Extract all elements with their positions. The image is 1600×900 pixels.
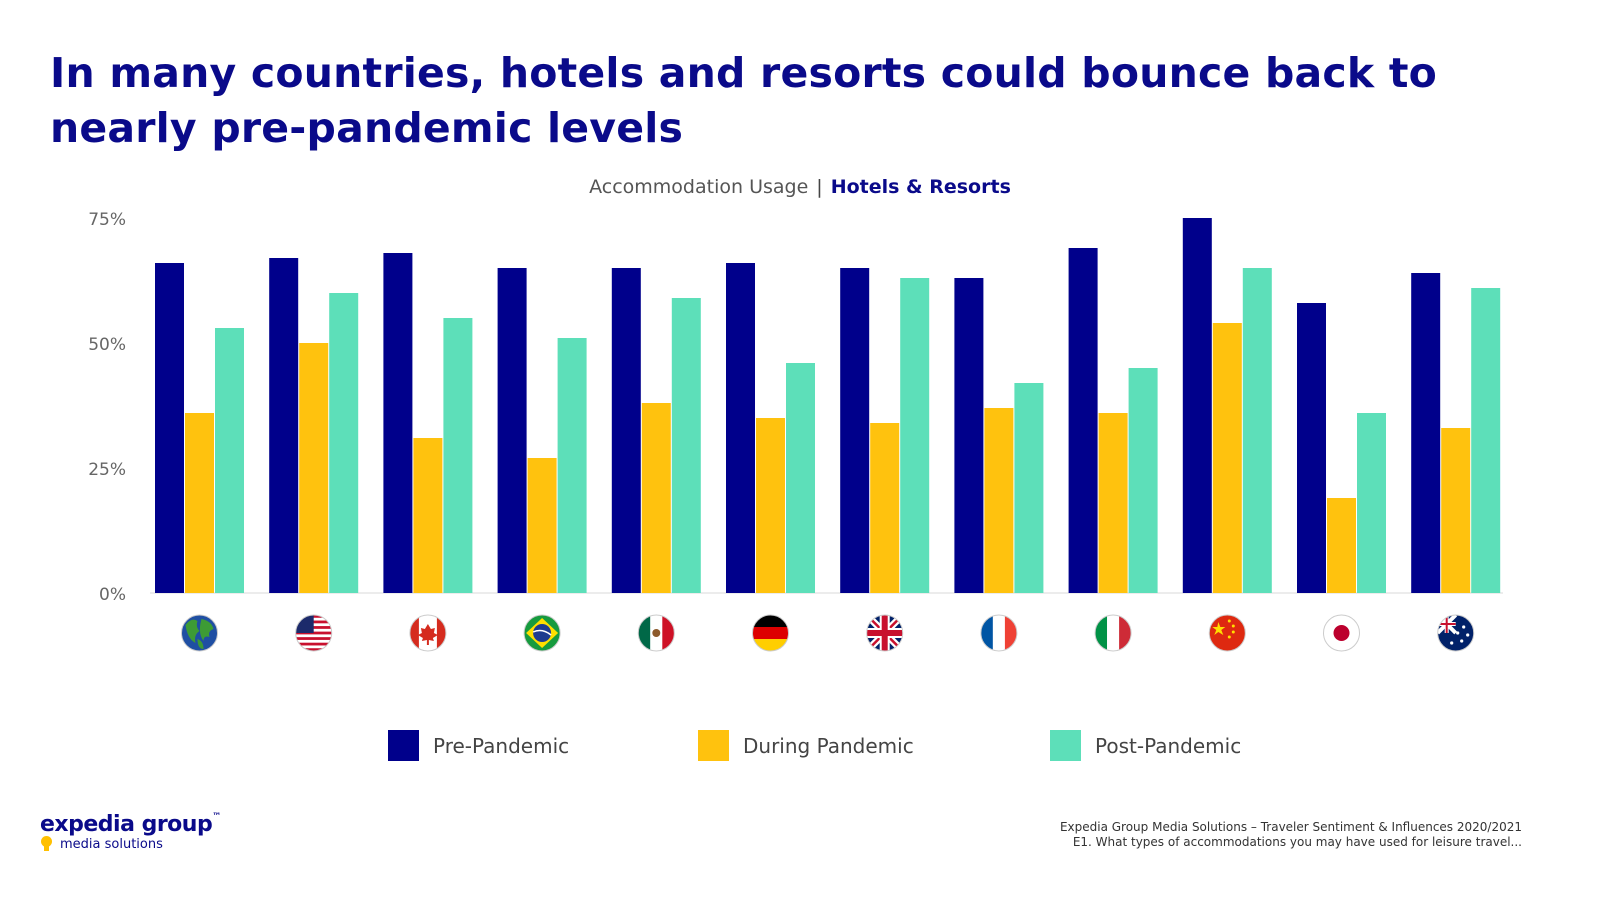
legend-swatch-post-pandemic [1050,730,1081,761]
bar-post-pandemic-australia [1471,288,1501,593]
bar-during-pandemic-australia [1441,428,1471,593]
subtitle-right: Hotels & Resorts [830,176,1011,198]
bar-during-pandemic-germany [756,418,785,593]
y-axis: 0% 25% 50% 75% [88,210,126,605]
japan-flag-icon [1323,614,1360,652]
legend-label-pre-pandemic: Pre-Pandemic [433,733,570,758]
y-tick-label: 75% [88,210,126,230]
bar-pre-pandemic-australia [1411,273,1441,593]
source-note: Expedia Group Media Solutions – Traveler… [1060,820,1522,850]
italy-flag-icon [1094,614,1132,652]
bar-pre-pandemic-germany [726,263,755,593]
legend-item-during-pandemic: During Pandemic [698,730,914,761]
bar-post-pandemic-global [215,328,244,593]
y-tick-label: 50% [88,335,126,355]
globe-icon [181,614,218,652]
germany-flag-icon [752,614,789,652]
bar-during-pandemic-mexico [641,403,671,593]
category-icons [181,614,1475,652]
bar-during-pandemic-canada [413,438,443,593]
bar-during-pandemic-brazil [527,458,557,593]
bar-pre-pandemic-china [1182,218,1212,593]
legend-label-post-pandemic: Post-Pandemic [1095,733,1242,758]
brazil-flag-icon [523,614,561,652]
bar-during-pandemic-united-states [299,343,329,593]
bar-post-pandemic-brazil [557,338,587,593]
australia-flag-icon [1437,614,1475,652]
bar-during-pandemic-china [1212,323,1242,593]
lightbulb-icon [41,836,52,847]
logo-trademark: ™ [212,812,221,822]
bar-pre-pandemic-united-states [269,258,299,593]
legend: Pre-Pandemic During Pandemic Post-Pandem… [0,730,1600,770]
bar-pre-pandemic-global [155,263,184,593]
bar-post-pandemic-italy [1128,368,1158,593]
bar-during-pandemic-japan [1327,498,1356,593]
china-flag-icon [1208,614,1246,652]
bar-pre-pandemic-brazil [497,268,527,593]
bar-during-pandemic-global [185,413,214,593]
mexico-flag-icon [637,614,675,652]
bar-post-pandemic-united-kingdom [900,278,930,593]
logo-sub-text: media solutions [60,837,163,852]
bar-pre-pandemic-united-kingdom [840,268,870,593]
subtitle-left: Accommodation Usage [589,176,809,198]
bar-pre-pandemic-mexico [611,268,641,593]
bar-pre-pandemic-canada [383,253,413,593]
bar-post-pandemic-germany [786,363,815,593]
legend-label-during-pandemic: During Pandemic [743,733,914,758]
bar-chart: 0% 25% 50% 75% [88,210,1503,652]
y-tick-label: 25% [88,460,126,480]
source-line-2: E1. What types of accommodations you may… [1072,835,1522,849]
uk-flag-icon [866,614,904,652]
bar-post-pandemic-japan [1357,413,1386,593]
subtitle-separator: | [816,176,823,198]
canada-flag-icon [409,614,447,652]
logo-main-text: expedia group [40,812,213,837]
y-tick-label: 0% [99,585,126,605]
bar-group [150,218,1503,594]
france-flag-icon [980,614,1018,652]
bar-pre-pandemic-japan [1297,303,1326,593]
bar-during-pandemic-italy [1098,413,1128,593]
bar-pre-pandemic-italy [1068,248,1098,593]
legend-item-post-pandemic: Post-Pandemic [1050,730,1241,761]
bar-pre-pandemic-france [954,278,984,593]
legend-swatch-during-pandemic [698,730,729,761]
legend-swatch-pre-pandemic [388,730,419,761]
source-line-1: Expedia Group Media Solutions – Traveler… [1059,820,1522,834]
bar-post-pandemic-china [1242,268,1272,593]
bar-post-pandemic-canada [443,318,473,593]
us-flag-icon [295,614,333,652]
chart-subtitle: Accommodation Usage | Hotels & Resorts [0,176,1600,198]
expedia-logo: expedia group™ media solutions [40,812,221,852]
bar-during-pandemic-united-kingdom [870,423,900,593]
page-title: In many countries, hotels and resorts co… [50,49,1437,152]
legend-item-pre-pandemic: Pre-Pandemic [388,730,569,761]
bar-post-pandemic-mexico [671,298,701,593]
bar-during-pandemic-france [984,408,1014,593]
bar-post-pandemic-united-states [329,293,359,593]
bar-post-pandemic-france [1014,383,1044,593]
